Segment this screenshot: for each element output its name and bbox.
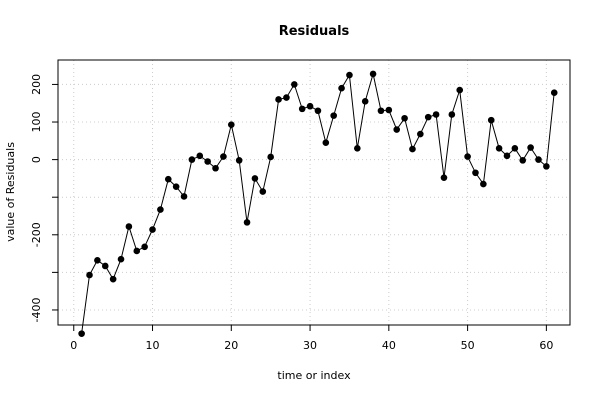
data-point: [361, 98, 369, 105]
data-point: [369, 70, 377, 78]
data-point: [227, 121, 235, 128]
data-point: [495, 145, 503, 152]
data-point: [424, 113, 432, 121]
data-point: [180, 193, 188, 200]
chart-title: Residuals: [279, 24, 350, 39]
x-tick-label: 10: [146, 339, 160, 352]
data-point: [117, 255, 125, 263]
data-point: [503, 152, 511, 160]
x-tick-label: 40: [382, 339, 396, 352]
data-point: [330, 112, 337, 119]
data-point: [464, 153, 471, 160]
y-axis-label: value of Residuals: [4, 142, 17, 242]
data-point: [149, 226, 156, 233]
data-point: [393, 126, 401, 133]
data-point: [456, 86, 464, 94]
x-tick-label: 0: [70, 339, 77, 352]
x-tick-label: 50: [461, 339, 475, 352]
data-point: [94, 257, 101, 264]
data-point: [164, 175, 172, 183]
data-point: [401, 114, 408, 122]
data-point: [125, 223, 133, 230]
data-point: [220, 153, 227, 160]
data-point: [322, 139, 330, 146]
data-point: [298, 105, 306, 113]
data-point: [472, 169, 479, 177]
data-point: [291, 81, 298, 88]
data-point: [432, 111, 440, 118]
data-point: [487, 116, 495, 124]
data-point: [235, 157, 243, 164]
x-tick-label: 20: [224, 339, 238, 352]
data-point: [243, 219, 251, 226]
data-point: [141, 243, 148, 251]
data-point: [172, 183, 180, 190]
x-axis: 0 10 20 30 40 50 60: [70, 325, 553, 352]
data-point: [511, 145, 519, 152]
data-point: [101, 262, 109, 270]
data-point: [157, 206, 164, 213]
data-point: [133, 247, 141, 255]
data-point: [314, 107, 322, 115]
data-point: [283, 94, 290, 101]
data-point: [385, 106, 393, 114]
data-point: [448, 111, 456, 118]
y-tick-label: 100: [30, 112, 43, 133]
y-axis: -400 -200 0 100 200: [30, 74, 58, 322]
data-point: [417, 130, 424, 138]
data-point: [78, 330, 85, 337]
data-point: [212, 164, 219, 172]
data-point: [109, 275, 117, 283]
data-point: [519, 157, 527, 164]
data-point: [354, 145, 361, 152]
data-point: [259, 188, 267, 195]
y-tick-label: 0: [30, 156, 43, 163]
data-point: [543, 163, 550, 170]
data-point: [86, 271, 93, 279]
y-tick-label: -400: [30, 297, 43, 322]
y-tick-label: 200: [30, 74, 43, 95]
plot-frame: [57, 59, 571, 326]
data-point: [527, 144, 534, 151]
data-point: [480, 180, 487, 188]
data-point: [306, 102, 314, 110]
data-point: [267, 153, 274, 161]
gridlines: [58, 60, 570, 325]
data-point: [196, 152, 204, 160]
data-point: [440, 174, 448, 181]
data-point: [338, 84, 345, 92]
data-point: [275, 96, 282, 103]
y-tick-label: -200: [30, 222, 43, 247]
data-point: [409, 145, 416, 153]
data-point: [550, 89, 558, 97]
data-point: [188, 156, 196, 163]
data-point: [204, 158, 211, 165]
data-point: [346, 71, 353, 79]
data-point: [377, 107, 385, 115]
x-axis-label: time or index: [277, 369, 351, 382]
x-tick-label: 60: [539, 339, 553, 352]
data-point: [535, 156, 542, 163]
data-point: [251, 175, 259, 182]
data-points: [78, 70, 558, 337]
x-tick-label: 30: [303, 339, 317, 352]
